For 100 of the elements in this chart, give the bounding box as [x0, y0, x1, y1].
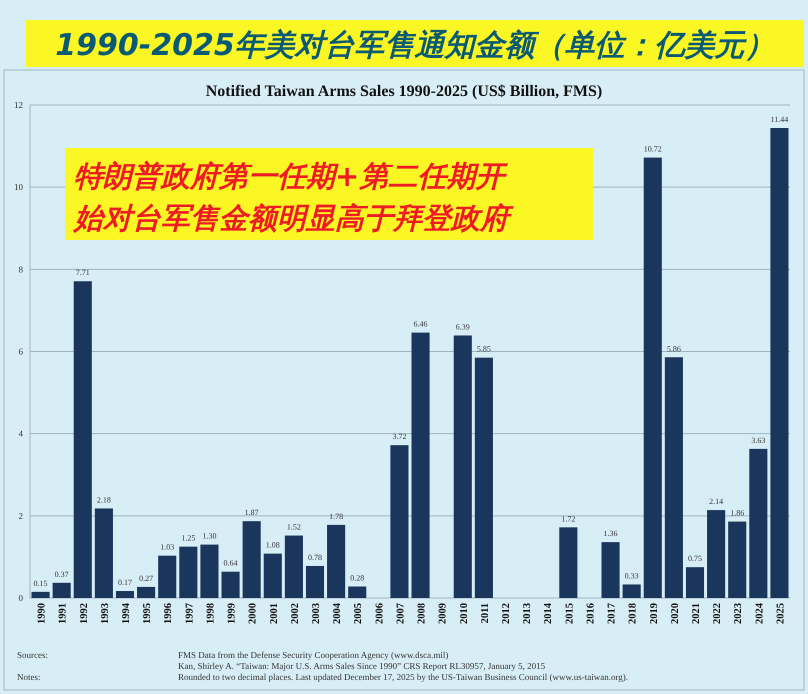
x-tick-label: 1999 [226, 603, 238, 624]
bar [454, 335, 472, 598]
chart-subtitle: Notified Taiwan Arms Sales 1990-2025 (US$ Billion, FMS) [206, 83, 602, 100]
x-tick-label: 1995 [142, 603, 154, 624]
y-tick-label: 12 [14, 100, 23, 110]
data-label: 0.27 [139, 574, 154, 583]
bar [749, 448, 768, 598]
bar [602, 542, 620, 598]
x-tick-label: 2020 [670, 603, 681, 624]
data-label: 1.87 [244, 508, 259, 518]
bar [32, 592, 50, 598]
x-tick-label: 2012 [501, 603, 512, 624]
x-tick-label: 2009 [438, 603, 449, 624]
data-label: 0.28 [350, 573, 364, 582]
text: FMS Data from the Defense Security Cooperation Agency (www.dsca.mil) [178, 650, 448, 660]
bar [664, 357, 683, 598]
bar [264, 554, 282, 598]
x-tick-label: 2018 [628, 603, 639, 624]
bar [474, 358, 493, 598]
bar [728, 522, 746, 598]
bar [94, 508, 113, 598]
bar [137, 586, 156, 598]
text: Rounded to two decimal places. Last updated December 17, 2025 by the US-Taiwan Business Council (www.us-taiwan.org). [178, 672, 628, 682]
bar [327, 524, 346, 598]
x-tick-label: 2015 [564, 603, 576, 624]
x-tick-label: 1996 [163, 603, 174, 624]
bar [622, 584, 641, 598]
data-label: 0.78 [308, 552, 322, 562]
data-label: 2.14 [709, 497, 724, 506]
bar [52, 582, 71, 598]
x-tick-label: 2016 [585, 603, 596, 624]
data-label: 0.75 [688, 554, 702, 564]
x-tick-label: 1997 [184, 603, 196, 624]
annotation: 特朗普政府第一任期+第二任期开始对台军售金额明显高于拜登政府 [72, 159, 514, 235]
x-tick-label: 2001 [268, 603, 280, 624]
y-tick-label: 2 [18, 510, 23, 521]
bar [306, 566, 324, 598]
data-label: 0.33 [624, 571, 639, 580]
x-tick-label: 2011 [480, 603, 491, 624]
x-tick-label: 2003 [311, 603, 322, 624]
y-tick-label: 10 [14, 182, 24, 192]
bar [284, 536, 303, 598]
bar [242, 521, 261, 598]
x-tick-label: 1998 [205, 603, 216, 624]
bar [390, 445, 408, 598]
bar [74, 281, 92, 598]
data-label: 1.30 [202, 532, 216, 541]
x-tick-label: 2004 [332, 602, 344, 624]
data-label: 0.37 [54, 570, 69, 579]
data-label: 6.39 [456, 322, 470, 332]
x-tick-label: 2006 [374, 603, 386, 624]
bar [200, 544, 218, 598]
data-label: 0.64 [224, 558, 238, 568]
x-tick-label: 2025 [775, 603, 786, 624]
text: Kan, Shirley A. “Taiwan: Major U.S. Arms Sales Since 1990” CRS Report RL30957, January 5, 2015 [178, 661, 546, 671]
bar [158, 556, 176, 598]
data-label: 3.72 [392, 432, 406, 442]
x-tick-label: 1992 [78, 603, 90, 624]
x-tick-label: 2007 [395, 603, 406, 624]
data-label: 6.46 [414, 320, 428, 329]
data-label: 11.44 [770, 115, 788, 124]
bar [559, 527, 578, 598]
bar [179, 546, 198, 598]
x-tick-label: 2013 [522, 603, 534, 624]
x-tick-label: 2008 [416, 603, 428, 624]
data-label: 1.52 [286, 522, 301, 532]
bar [116, 591, 134, 598]
x-tick-label: 2022 [712, 603, 724, 624]
y-tick-label: 0 [18, 593, 24, 603]
y-tick-label: 4 [18, 428, 24, 439]
data-label: 7.71 [76, 268, 90, 278]
x-tick-label: 2017 [606, 603, 618, 624]
x-tick-label: 2002 [290, 603, 301, 624]
x-tick-label: 2014 [543, 602, 554, 624]
data-label: 0.15 [34, 578, 48, 588]
x-tick-label: 2019 [648, 603, 660, 624]
x-tick-label: 1993 [100, 603, 111, 624]
data-label: 2.18 [96, 495, 111, 504]
data-label: 5.86 [666, 344, 681, 354]
source-note: Sources: [17, 650, 48, 660]
chart-title: 1990-2025年美对台军售通知金额（单位：亿美元） [55, 28, 775, 63]
x-tick-label: 2021 [691, 603, 702, 624]
text: Notes: [17, 672, 40, 682]
data-label: 3.63 [751, 436, 766, 445]
data-label: 1.08 [266, 540, 280, 550]
data-label: 1.03 [160, 542, 174, 552]
x-tick-label: 2000 [248, 603, 259, 624]
x-tick-label: 2024 [754, 602, 766, 624]
x-tick-label: 1990 [36, 603, 48, 624]
bar [707, 510, 726, 598]
data-label: 5.85 [476, 344, 491, 354]
bar [222, 572, 240, 598]
y-tick-label: 8 [18, 264, 24, 274]
y-tick-label: 6 [18, 346, 24, 356]
x-tick-label: 2010 [458, 603, 470, 624]
data-label: 1.25 [181, 534, 196, 543]
data-label: 1.36 [604, 529, 618, 538]
bar [686, 567, 704, 598]
bar [770, 128, 788, 598]
x-tick-label: 2005 [353, 603, 364, 624]
